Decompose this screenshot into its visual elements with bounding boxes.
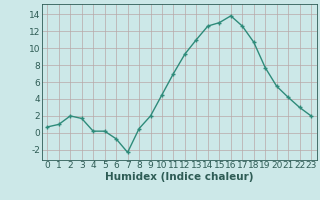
X-axis label: Humidex (Indice chaleur): Humidex (Indice chaleur) bbox=[105, 172, 253, 182]
